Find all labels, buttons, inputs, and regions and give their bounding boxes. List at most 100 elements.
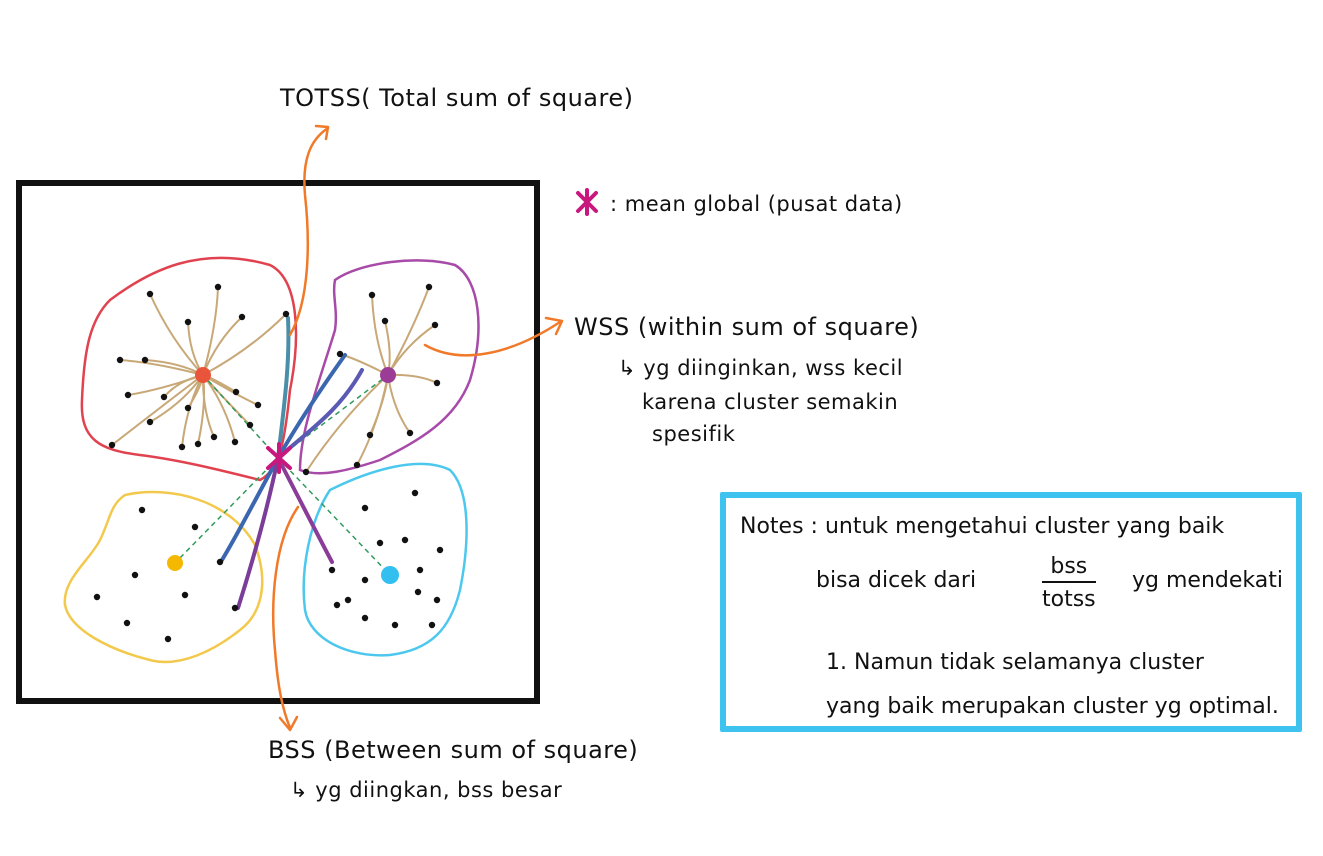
spoke-line — [119, 359, 204, 376]
data-point — [428, 621, 436, 629]
data-point — [231, 604, 239, 612]
data-point — [436, 546, 444, 554]
totss-label: TOTSS( Total sum of square) — [280, 84, 634, 112]
data-point — [254, 401, 262, 409]
notes-box: Notes : untuk mengetahui cluster yang ba… — [720, 492, 1302, 732]
data-point — [328, 566, 336, 574]
fraction-numerator: bss — [1042, 554, 1096, 583]
data-point — [181, 591, 189, 599]
totss-strokes — [220, 316, 364, 610]
data-point — [246, 421, 254, 429]
totss-stroke-6 — [276, 456, 334, 564]
data-point — [282, 310, 290, 318]
notes-line-3: 1. Namun tidak selamanya cluster — [826, 650, 1204, 675]
spoke-line — [387, 374, 411, 434]
data-point — [368, 291, 376, 299]
data-point — [164, 635, 172, 643]
data-point — [433, 379, 441, 387]
data-point — [146, 290, 154, 298]
totss-stroke-4 — [220, 456, 280, 562]
cluster-yellow-outline — [63, 490, 264, 664]
data-point — [361, 504, 369, 512]
dashed-link-red — [202, 374, 279, 459]
data-point — [191, 523, 199, 531]
notes-line-2-right: yg mendekati — [1132, 568, 1283, 593]
wss-note-3: spesifik — [652, 422, 736, 446]
data-point — [141, 356, 149, 364]
totss-stroke-2 — [276, 353, 347, 460]
data-point — [431, 321, 439, 329]
bss-totss-fraction: bss totss — [1042, 554, 1096, 612]
cluster-blue-outline — [302, 462, 468, 657]
data-point — [425, 283, 433, 291]
data-point — [344, 596, 352, 604]
fraction-denominator: totss — [1042, 587, 1096, 612]
data-point — [93, 593, 101, 601]
data-point — [216, 558, 224, 566]
data-point — [231, 438, 239, 446]
spoke-line — [202, 286, 219, 376]
data-point — [214, 283, 222, 291]
spoke-line — [305, 374, 389, 473]
arrow-totss — [288, 126, 330, 337]
data-point — [391, 621, 399, 629]
data-point — [333, 601, 341, 609]
data-point — [411, 489, 419, 497]
legend-mean-label: : mean global (pusat data) — [610, 192, 903, 216]
spoke-line — [111, 374, 204, 446]
data-point — [414, 588, 422, 596]
data-point — [366, 431, 374, 439]
cluster-red-spokes — [111, 286, 287, 448]
arrow-wss — [423, 320, 562, 357]
wss-note-1: ↳ yg diinginkan, wss kecil — [618, 356, 904, 380]
data-point — [160, 393, 168, 401]
arrow-bss — [271, 505, 300, 730]
dashed-link-blue — [277, 457, 391, 576]
notes-line-2-left: bisa dicek dari — [816, 568, 977, 593]
data-point — [194, 440, 202, 448]
centroid-blue — [381, 566, 399, 584]
data-points — [93, 283, 444, 643]
global-mean-star — [266, 442, 292, 474]
bss-label: BSS (Between sum of square) — [268, 736, 639, 764]
totss-stroke-1 — [276, 316, 291, 460]
arrow-bss-head — [278, 715, 299, 732]
notes-line-4: yang baik merupakan cluster yg optimal. — [826, 694, 1279, 719]
spoke-line — [371, 294, 389, 376]
data-point — [123, 619, 131, 627]
cluster-purple-outline — [298, 259, 480, 475]
cluster-red-outline — [80, 256, 298, 482]
dashed-link-yellow — [174, 457, 279, 564]
totss-stroke-5 — [236, 456, 280, 610]
notes-line-1: Notes : untuk mengetahui cluster yang ba… — [740, 514, 1225, 539]
spoke-line — [149, 293, 204, 376]
data-point — [433, 596, 441, 604]
plot-frame — [16, 180, 540, 704]
data-point — [416, 566, 424, 574]
data-point — [376, 539, 384, 547]
data-point — [361, 614, 369, 622]
data-point — [336, 350, 344, 358]
data-point — [184, 404, 192, 412]
bss-note: ↳ yg diingkan, bss besar — [290, 778, 563, 802]
data-point — [353, 461, 361, 469]
data-point — [302, 468, 310, 476]
data-point — [406, 429, 414, 437]
arrow-wss-head — [544, 316, 564, 336]
arrow-totss-head — [314, 124, 330, 141]
spoke-line — [387, 286, 430, 376]
data-point — [184, 318, 192, 326]
data-point — [381, 317, 389, 325]
data-point — [146, 418, 154, 426]
data-point — [361, 576, 369, 584]
data-point — [210, 433, 218, 441]
spoke-line — [202, 313, 287, 376]
data-point — [108, 441, 116, 449]
data-point — [238, 313, 246, 321]
data-point — [178, 443, 186, 451]
data-point — [124, 391, 132, 399]
data-point — [232, 388, 240, 396]
data-point — [116, 356, 124, 364]
data-point — [131, 571, 139, 579]
